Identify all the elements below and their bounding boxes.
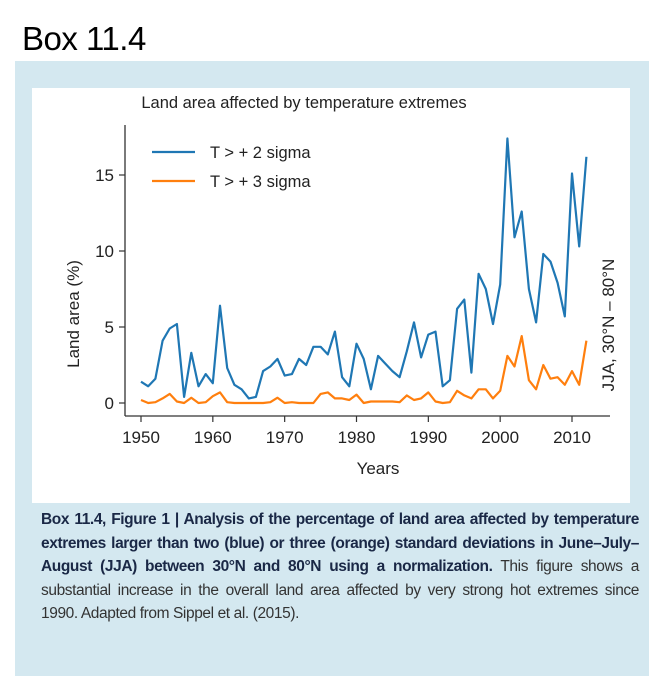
x-axis-label: Years <box>357 459 400 478</box>
chart-title: Land area affected by temperature extrem… <box>141 94 466 112</box>
x-tick-label: 1990 <box>409 428 447 447</box>
y-axis-label: Land area (%) <box>64 260 83 368</box>
x-tick-label: 1960 <box>194 428 232 447</box>
series-line-two-sigma <box>140 137 588 400</box>
region-label: JJA, 30°N – 80°N <box>599 259 618 392</box>
y-tick-label: 5 <box>105 318 114 337</box>
x-tick-label: 2010 <box>553 428 591 447</box>
legend-label: T > + 3 sigma <box>210 173 311 191</box>
x-tick-label: 1950 <box>122 428 160 447</box>
figure-area: Land area affected by temperature extrem… <box>32 88 630 503</box>
x-tick-label: 1970 <box>266 428 304 447</box>
y-tick-label: 15 <box>95 166 114 185</box>
x-tick-label: 1980 <box>338 428 376 447</box>
x-tick-label: 2000 <box>481 428 519 447</box>
line-chart: Land area affected by temperature extrem… <box>64 94 618 478</box>
figure-caption: Box 11.4, Figure 1 | Analysis of the per… <box>41 508 639 626</box>
box-panel: Land area affected by temperature extrem… <box>15 61 649 676</box>
caption-body: This figure shows a substantial increase… <box>41 558 639 622</box>
y-tick-label: 0 <box>105 394 114 413</box>
series-line-three-sigma <box>140 335 588 405</box>
legend-label: T > + 2 sigma <box>210 144 311 162</box>
caption-bold: Box 11.4, Figure 1 | Analysis of the per… <box>41 511 639 575</box>
y-tick-label: 10 <box>95 242 114 261</box>
box-title: Box 11.4 <box>22 20 146 57</box>
legend: T > + 2 sigma T > + 3 sigma <box>152 144 311 191</box>
series-group <box>140 137 588 405</box>
axes: 0 5 10 15 1950 1960 1970 1980 1990 2000 2010 <box>95 125 610 447</box>
